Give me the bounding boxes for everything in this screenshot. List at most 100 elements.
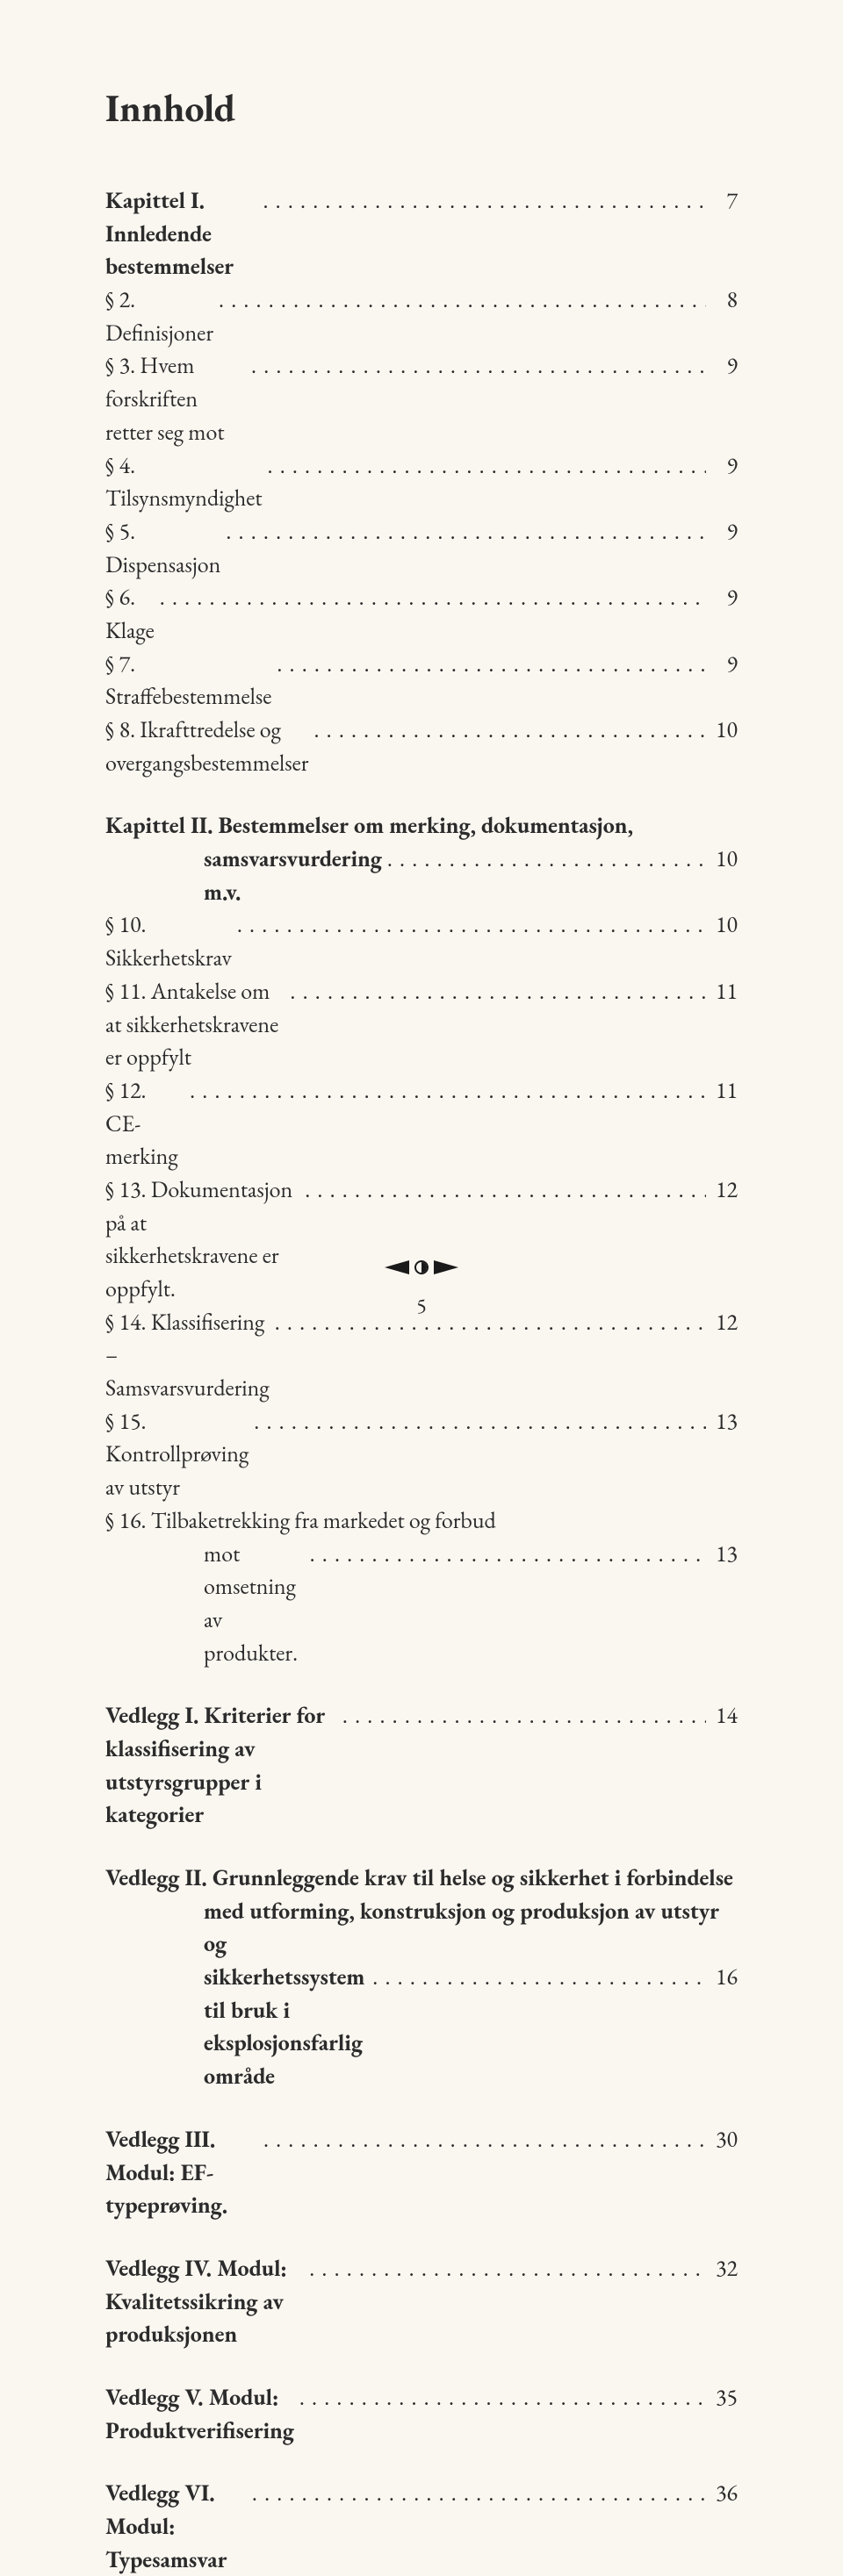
toc-label: mot omsetning av produkter. — [204, 1538, 305, 1670]
toc-line: Vedlegg III. Modul: EF-typeprøving. 30 — [105, 2123, 738, 2222]
toc-label-segment: § 5. Dispensasjon — [105, 516, 220, 579]
toc-line: § 14. Klassifisering – Samsvarsvurdering… — [105, 1306, 738, 1405]
toc-label-segment: § 11. Antakelse om at sikkerhetskravene … — [105, 976, 284, 1072]
toc-leaders — [304, 2252, 706, 2285]
toc-label-segment: § 4. Tilsynsmyndighet — [105, 450, 263, 513]
toc-label: § 14. Klassifisering – Samsvarsvurdering — [105, 1306, 270, 1405]
toc-label-segment: § 6. Klage — [105, 582, 155, 645]
toc-block: Vedlegg II. Grunnleggende krav til helse… — [105, 1862, 738, 2093]
toc-line: § 3. Hvem forskriften retter seg mot9 — [105, 349, 738, 448]
toc-label: Vedlegg III. Modul: EF-typeprøving. — [105, 2123, 258, 2222]
toc-label-segment: Vedlegg I. Kriterier for klassifisering … — [105, 1700, 330, 1829]
toc-label: Vedlegg I. Kriterier for klassifisering … — [105, 1699, 337, 1832]
toc-leaders — [247, 2477, 706, 2510]
toc-label-segment: med utforming, konstruksjon og produksjo… — [204, 1896, 724, 1959]
toc-line: samsvarsvurdering m.v.10 — [105, 843, 738, 908]
toc-label-segment: § 8. Ikrafttredelse og overgangsbestemme… — [105, 714, 308, 778]
toc-label: sikkerhetssystem til bruk i eksplosjonsf… — [204, 1961, 367, 2093]
toc-label: Kapittel II. Bestemmelser om merking, do… — [105, 809, 633, 843]
toc-page: 8 — [706, 283, 738, 317]
toc-line: § 5. Dispensasjon 9 — [105, 515, 738, 581]
toc-line: § 8. Ikrafttredelse og overgangsbestemme… — [105, 714, 738, 779]
toc-label: § 3. Hvem forskriften retter seg mot — [105, 349, 246, 448]
toc-label-segment: § 2. Definisjoner — [105, 284, 213, 348]
toc-label-segment: Vedlegg III. Modul: EF-typeprøving. — [105, 2124, 227, 2220]
toc-page: 10 — [706, 714, 738, 747]
toc-block: Vedlegg VI. Modul: Typesamsvar36 — [105, 2477, 738, 2576]
toc-page: 30 — [706, 2123, 738, 2156]
toc-label: § 2. Definisjoner — [105, 283, 213, 349]
toc-label: Vedlegg V. Modul: Produktverifisering — [105, 2381, 294, 2447]
toc-line: § 4. Tilsynsmyndighet 9 — [105, 449, 738, 515]
toc-label-segment: Kapittel I. Innledende bestemmelser — [105, 185, 234, 281]
toc-line: sikkerhetssystem til bruk i eksplosjonsf… — [105, 1961, 738, 2093]
page-title: Innhold — [105, 83, 738, 133]
toc-label: Kapittel I. Innledende bestemmelser — [105, 184, 257, 283]
toc-label-segment: § 7. Straffebestemmelse — [105, 649, 271, 712]
toc-leaders — [220, 515, 706, 549]
toc-label: samsvarsvurdering m.v. — [204, 843, 382, 908]
toc-label: Vedlegg VI. Modul: Typesamsvar — [105, 2477, 247, 2576]
toc-label: § 4. Tilsynsmyndighet — [105, 449, 263, 515]
toc-label: § 15. Kontrollprøving av utstyr — [105, 1405, 249, 1504]
toc-page: 9 — [706, 449, 738, 483]
toc-line: § 16. Tilbaketrekking fra markedet og fo… — [105, 1504, 738, 1538]
toc-line: § 15. Kontrollprøving av utstyr13 — [105, 1405, 738, 1504]
toc-label-segment: § 14. Klassifisering – Samsvarsvurdering — [105, 1307, 270, 1403]
toc-page: 35 — [706, 2381, 738, 2415]
toc-label-segment: Vedlegg IV. Modul: Kvalitetssikring av p… — [105, 2253, 292, 2349]
toc-label: § 10. Sikkerhetskrav — [105, 908, 232, 974]
toc-line: Vedlegg IV. Modul: Kvalitetssikring av p… — [105, 2252, 738, 2351]
toc-line: Vedlegg II. Grunnleggende krav til helse… — [105, 1862, 738, 1895]
toc-line: Vedlegg I. Kriterier for klassifisering … — [105, 1699, 738, 1832]
toc-page: 10 — [706, 908, 738, 942]
toc-page: 9 — [706, 581, 738, 614]
toc-line: Kapittel II. Bestemmelser om merking, do… — [105, 809, 738, 843]
toc-page: 14 — [706, 1699, 738, 1733]
ornament-icon — [385, 1259, 458, 1276]
toc-leaders — [184, 1074, 706, 1108]
toc-leaders — [308, 714, 706, 747]
toc-label-segment: mot omsetning av produkter. — [204, 1539, 300, 1668]
toc-line: mot omsetning av produkter.13 — [105, 1538, 738, 1670]
toc-line: Vedlegg V. Modul: Produktverifisering 35 — [105, 2381, 738, 2447]
toc-page: 11 — [706, 975, 738, 1008]
toc-leaders — [232, 908, 706, 942]
toc-leaders — [258, 2123, 706, 2156]
toc-label: § 16. Tilbaketrekking fra markedet og fo… — [105, 1504, 496, 1538]
toc-leaders — [271, 648, 706, 681]
toc-leaders — [382, 843, 706, 876]
toc-line: Vedlegg VI. Modul: Typesamsvar36 — [105, 2477, 738, 2576]
toc-page: 12 — [706, 1173, 738, 1207]
toc-label-segment: Kapittel II. Bestemmelser om merking, do… — [105, 810, 633, 840]
toc-line: § 12. CE-merking11 — [105, 1074, 738, 1173]
toc-label: § 6. Klage — [105, 581, 155, 647]
toc-page: 32 — [706, 2252, 738, 2285]
toc-label-segment: § 12. CE-merking — [105, 1075, 178, 1171]
toc-label-segment: § 15. Kontrollprøving av utstyr — [105, 1406, 254, 1502]
toc-line: med utforming, konstruksjon og produksjo… — [105, 1895, 738, 1961]
toc-label: § 5. Dispensasjon — [105, 515, 220, 581]
toc-label-segment: § 16. Tilbaketrekking fra markedet og fo… — [105, 1505, 496, 1535]
toc-leaders — [367, 1961, 706, 1994]
toc-block: Vedlegg IV. Modul: Kvalitetssikring av p… — [105, 2252, 738, 2351]
toc-block: Vedlegg V. Modul: Produktverifisering 35 — [105, 2381, 738, 2447]
toc-block: Kapittel II. Bestemmelser om merking, do… — [105, 809, 738, 1669]
toc-leaders — [155, 581, 706, 614]
toc-line: Kapittel I. Innledende bestemmelser7 — [105, 184, 738, 283]
toc-leaders — [213, 283, 706, 317]
toc-line: § 10. Sikkerhetskrav 10 — [105, 908, 738, 974]
toc-line: § 11. Antakelse om at sikkerhetskravene … — [105, 975, 738, 1074]
toc-leaders — [299, 1173, 706, 1207]
toc-block: Vedlegg III. Modul: EF-typeprøving. 30 — [105, 2123, 738, 2222]
toc-leaders — [294, 2381, 706, 2415]
toc-label: § 7. Straffebestemmelse — [105, 648, 271, 714]
toc-page: 9 — [706, 515, 738, 549]
toc-block: Kapittel I. Innledende bestemmelser7§ 2.… — [105, 184, 738, 779]
toc-label-segment: § 3. Hvem forskriften retter seg mot — [105, 350, 225, 446]
toc-leaders — [263, 449, 706, 483]
toc-label: Vedlegg II. Grunnleggende krav til helse… — [105, 1862, 733, 1895]
page-number: 5 — [0, 1293, 843, 1320]
toc-label: med utforming, konstruksjon og produksjo… — [204, 1895, 738, 1961]
toc-label-segment: samsvarsvurdering m.v. — [204, 843, 387, 907]
